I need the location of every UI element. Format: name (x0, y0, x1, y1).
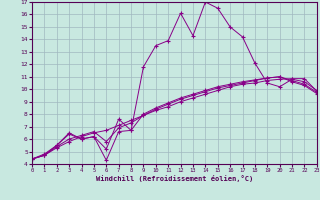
X-axis label: Windchill (Refroidissement éolien,°C): Windchill (Refroidissement éolien,°C) (96, 175, 253, 182)
